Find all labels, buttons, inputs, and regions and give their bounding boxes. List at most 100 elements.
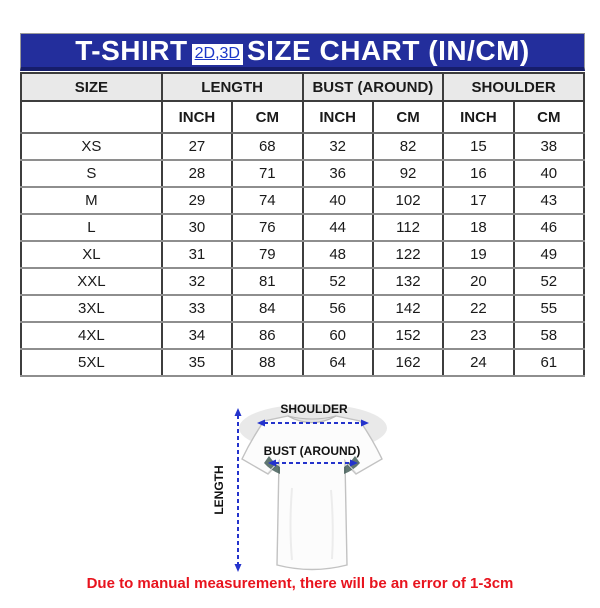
value-cell: 58	[512, 321, 586, 350]
size-row-3xl: 3XL 33 84 56 142 22 55	[20, 294, 586, 323]
title-bar: T-SHIRT 2D,3D SIZE CHART (IN/CM)	[20, 33, 585, 71]
value-cell: 92	[371, 159, 445, 188]
size-cell: XL	[20, 240, 163, 269]
size-row-xxl: XXL 32 81 52 132 20 52	[20, 267, 586, 296]
value-cell: 81	[231, 267, 304, 296]
value-cell: 68	[231, 132, 304, 161]
fold-line	[289, 487, 293, 561]
value-cell: 82	[371, 132, 445, 161]
value-cell: 32	[301, 132, 374, 161]
column-header-shoulder: SHOULDER	[442, 72, 585, 102]
unit-header-length-cm: CM	[231, 101, 304, 134]
value-cell: 49	[512, 240, 586, 269]
value-cell: 86	[231, 321, 304, 350]
value-cell: 29	[160, 186, 234, 215]
size-row-xs: XS 27 68 32 82 15 38	[20, 132, 586, 161]
bust-arrow	[268, 459, 358, 467]
value-cell: 46	[512, 213, 586, 242]
value-cell: 55	[512, 294, 586, 323]
bust-label: BUST (AROUND)	[264, 444, 361, 458]
column-header-bust: BUST (AROUND)	[301, 72, 445, 102]
value-cell: 34	[160, 321, 234, 350]
column-header-length: LENGTH	[160, 72, 304, 102]
value-cell: 52	[301, 267, 374, 296]
value-cell: 76	[231, 213, 304, 242]
size-row-l: L 30 76 44 112 18 46	[20, 213, 586, 242]
value-cell: 48	[301, 240, 374, 269]
size-row-xl: XL 31 79 48 122 19 49	[20, 240, 586, 269]
shoulder-arrow	[257, 419, 369, 427]
value-cell: 132	[371, 267, 445, 296]
page-title-left: T-SHIRT	[75, 34, 188, 66]
tshirt-collar	[287, 415, 337, 423]
variant-2d3d-link[interactable]: 2D,3D	[191, 44, 243, 65]
tshirt-body	[241, 415, 383, 571]
value-cell: 61	[512, 348, 586, 377]
length-label: LENGTH	[212, 465, 226, 514]
size-chart-table: SIZE LENGTH BUST (AROUND) SHOULDER INCH …	[20, 72, 586, 377]
value-cell: 88	[231, 348, 304, 377]
value-cell: 79	[231, 240, 304, 269]
value-cell: 142	[371, 294, 445, 323]
value-cell: 64	[301, 348, 374, 377]
size-row-4xl: 4XL 34 86 60 152 23 58	[20, 321, 586, 350]
unit-header-bust-cm: CM	[371, 101, 445, 134]
value-cell: 56	[301, 294, 374, 323]
value-cell: 27	[160, 132, 234, 161]
value-cell: 32	[160, 267, 234, 296]
value-cell: 15	[442, 132, 515, 161]
value-cell: 19	[442, 240, 515, 269]
value-cell: 31	[160, 240, 234, 269]
value-cell: 38	[512, 132, 586, 161]
shoulder-label: SHOULDER	[280, 402, 348, 416]
value-cell: 40	[512, 159, 586, 188]
size-cell: 5XL	[20, 348, 163, 377]
value-cell: 23	[442, 321, 515, 350]
value-cell: 102	[371, 186, 445, 215]
unit-header-shoulder-inch: INCH	[442, 101, 515, 134]
value-cell: 84	[231, 294, 304, 323]
value-cell: 35	[160, 348, 234, 377]
value-cell: 18	[442, 213, 515, 242]
value-cell: 33	[160, 294, 234, 323]
unit-header-row: INCH CM INCH CM INCH CM	[20, 101, 586, 134]
fold-line	[330, 489, 334, 560]
value-cell: 52	[512, 267, 586, 296]
size-row-m: M 29 74 40 102 17 43	[20, 186, 586, 215]
value-cell: 43	[512, 186, 586, 215]
size-cell: L	[20, 213, 163, 242]
tshirt-graphic: LENGTH SHOULDER BUST (AROUND)	[212, 402, 387, 572]
value-cell: 162	[371, 348, 445, 377]
size-cell: XXL	[20, 267, 163, 296]
unit-header-length-inch: INCH	[160, 101, 234, 134]
value-cell: 60	[301, 321, 374, 350]
value-cell: 28	[160, 159, 234, 188]
value-cell: 36	[301, 159, 374, 188]
size-row-s: S 28 71 36 92 16 40	[20, 159, 586, 188]
value-cell: 74	[231, 186, 304, 215]
size-cell: M	[20, 186, 163, 215]
size-cell: S	[20, 159, 163, 188]
measurement-note: Due to manual measurement, there will be…	[86, 575, 514, 592]
tshirt-measurement-diagram: LENGTH SHOULDER BUST (AROUND)	[170, 396, 450, 578]
column-header-size: SIZE	[20, 72, 163, 102]
size-cell: 4XL	[20, 321, 163, 350]
value-cell: 44	[301, 213, 374, 242]
size-row-5xl: 5XL 35 88 64 162 24 61	[20, 348, 586, 377]
value-cell: 71	[231, 159, 304, 188]
value-cell: 112	[371, 213, 445, 242]
underarm-shade-left	[264, 456, 280, 474]
value-cell: 22	[442, 294, 515, 323]
value-cell: 40	[301, 186, 374, 215]
value-cell: 152	[371, 321, 445, 350]
value-cell: 122	[371, 240, 445, 269]
length-arrow	[234, 408, 242, 572]
value-cell: 20	[442, 267, 515, 296]
column-group-header-row: SIZE LENGTH BUST (AROUND) SHOULDER	[20, 72, 585, 102]
unit-header-blank	[20, 101, 163, 134]
page-title-right: SIZE CHART (IN/CM)	[246, 34, 530, 66]
value-cell: 24	[442, 348, 515, 377]
unit-header-bust-inch: INCH	[301, 101, 374, 134]
value-cell: 30	[160, 213, 234, 242]
